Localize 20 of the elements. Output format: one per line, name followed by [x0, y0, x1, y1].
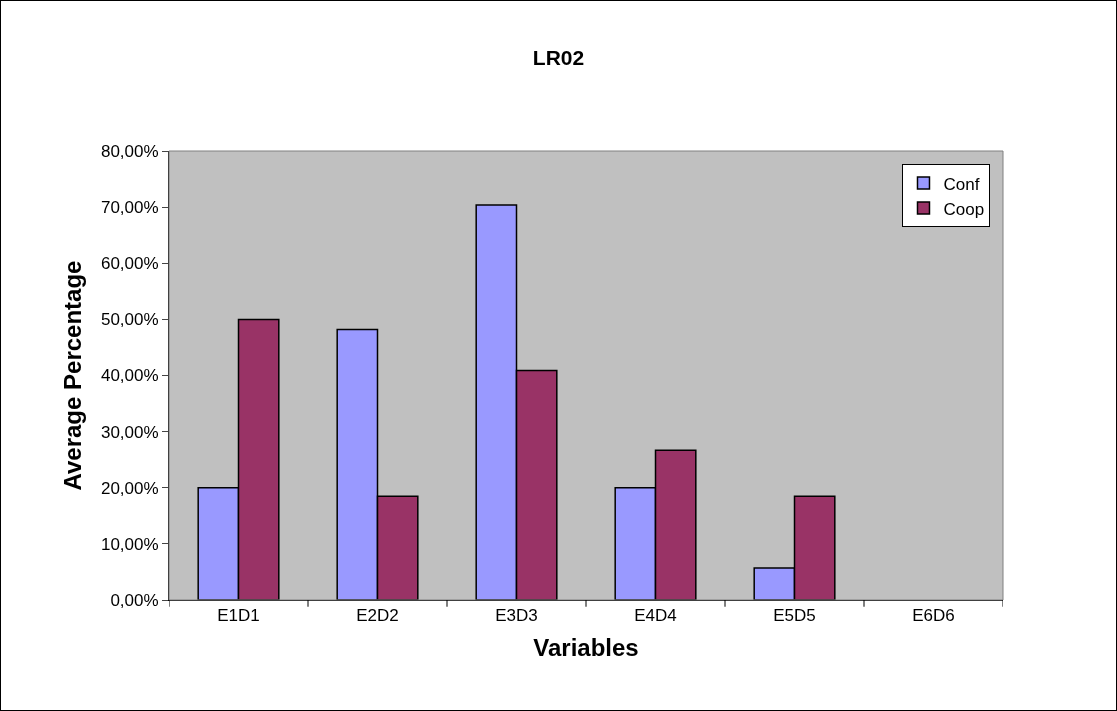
chart-title: LR02	[532, 46, 585, 70]
x-tick-label: E1D1	[217, 606, 260, 626]
x-axis-title: Variables	[533, 633, 639, 661]
y-tick-label: 0,00%	[110, 590, 159, 610]
y-tick-label: 50,00%	[100, 310, 159, 330]
x-tick-label: E5D5	[773, 606, 816, 626]
y-tick-label: 80,00%	[100, 141, 159, 161]
x-tick-label: E4D4	[634, 606, 677, 626]
y-tick-label: 70,00%	[100, 198, 159, 218]
y-tick-label: 60,00%	[100, 254, 159, 274]
x-tick-label: E6D6	[912, 606, 955, 626]
y-axis-title: Average Percentage	[59, 260, 87, 491]
y-tick-label: 40,00%	[100, 366, 159, 386]
x-tick-label: E3D3	[495, 606, 538, 626]
x-tick-label: E2D2	[356, 606, 399, 626]
legend-label: Conf	[943, 174, 980, 194]
y-tick-label: 10,00%	[100, 534, 159, 554]
y-tick-label: 30,00%	[100, 422, 159, 442]
y-tick-label: 20,00%	[100, 478, 159, 498]
legend-label: Coop	[943, 199, 985, 219]
